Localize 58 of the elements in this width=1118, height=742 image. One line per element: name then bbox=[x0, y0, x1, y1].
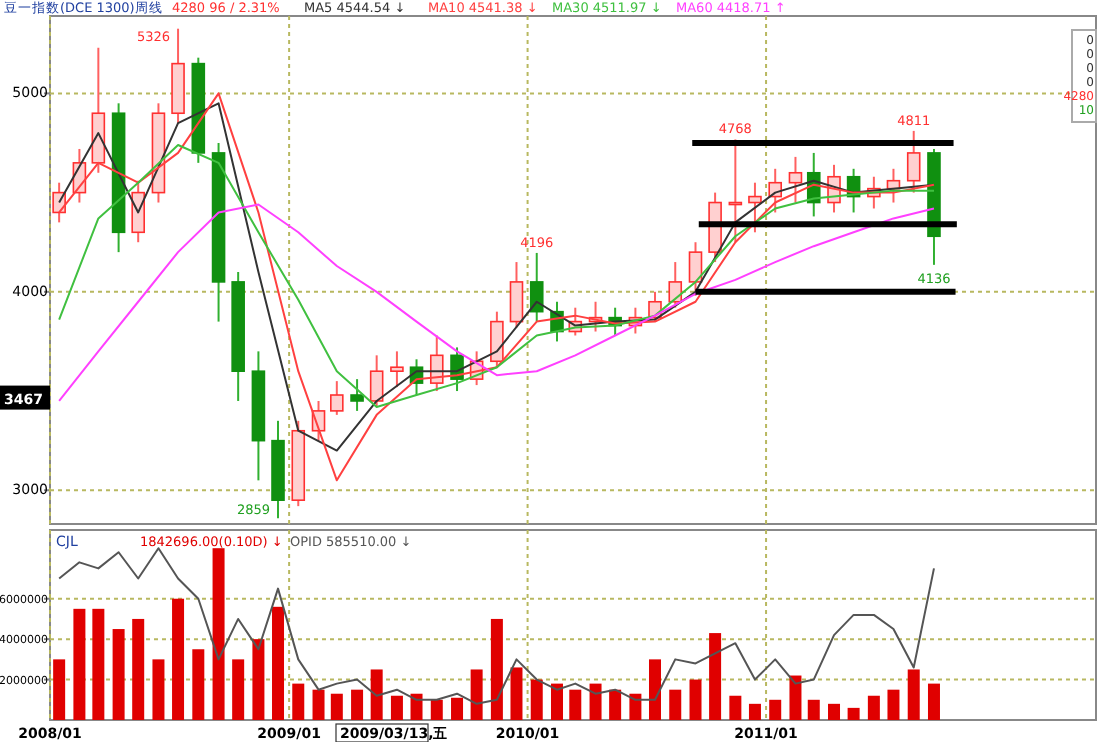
bar bbox=[112, 629, 125, 720]
bar bbox=[212, 548, 225, 720]
bar bbox=[689, 679, 702, 720]
bar bbox=[847, 707, 860, 720]
line-series bbox=[58, 547, 935, 705]
bar bbox=[867, 695, 880, 720]
bar bbox=[272, 606, 285, 720]
bar bbox=[390, 695, 403, 720]
bar bbox=[410, 693, 423, 720]
bar bbox=[232, 659, 245, 720]
bar bbox=[769, 699, 782, 720]
bar bbox=[351, 689, 364, 720]
bar bbox=[828, 703, 841, 720]
bar bbox=[172, 598, 185, 720]
candlestick bbox=[748, 181, 762, 234]
candlestick bbox=[788, 155, 803, 204]
bar bbox=[927, 683, 940, 720]
bar bbox=[451, 697, 464, 720]
candlestick bbox=[350, 378, 364, 412]
candlestick bbox=[688, 241, 703, 297]
bar bbox=[589, 683, 602, 720]
bar bbox=[530, 679, 543, 720]
bar bbox=[370, 669, 383, 720]
bar bbox=[510, 667, 523, 720]
bar bbox=[132, 618, 145, 720]
bar bbox=[312, 689, 325, 720]
bar bbox=[53, 659, 66, 720]
candlestick bbox=[330, 380, 344, 416]
candlestick bbox=[668, 261, 683, 309]
bar bbox=[748, 703, 761, 720]
candlestick bbox=[529, 251, 544, 323]
candlestick bbox=[490, 310, 504, 369]
bar bbox=[550, 683, 563, 720]
bar bbox=[789, 675, 802, 720]
bar bbox=[907, 669, 920, 720]
candlestick bbox=[509, 261, 524, 329]
bar bbox=[192, 649, 205, 720]
bar bbox=[252, 639, 265, 720]
bar bbox=[73, 608, 86, 720]
bar bbox=[807, 699, 820, 720]
bar bbox=[152, 659, 165, 720]
candlestick bbox=[906, 129, 921, 194]
bar bbox=[92, 608, 105, 720]
bar bbox=[430, 699, 443, 720]
candlestick bbox=[390, 350, 404, 389]
bar bbox=[669, 689, 682, 720]
bar bbox=[887, 689, 900, 720]
bar bbox=[709, 633, 722, 720]
bar bbox=[609, 689, 622, 720]
bar bbox=[292, 683, 305, 720]
bar bbox=[470, 669, 483, 720]
bar bbox=[729, 695, 742, 720]
bar bbox=[330, 693, 343, 720]
bar bbox=[629, 693, 642, 720]
bar bbox=[648, 659, 661, 720]
candlestick bbox=[369, 354, 384, 408]
bar bbox=[490, 618, 503, 720]
bar bbox=[569, 689, 582, 720]
